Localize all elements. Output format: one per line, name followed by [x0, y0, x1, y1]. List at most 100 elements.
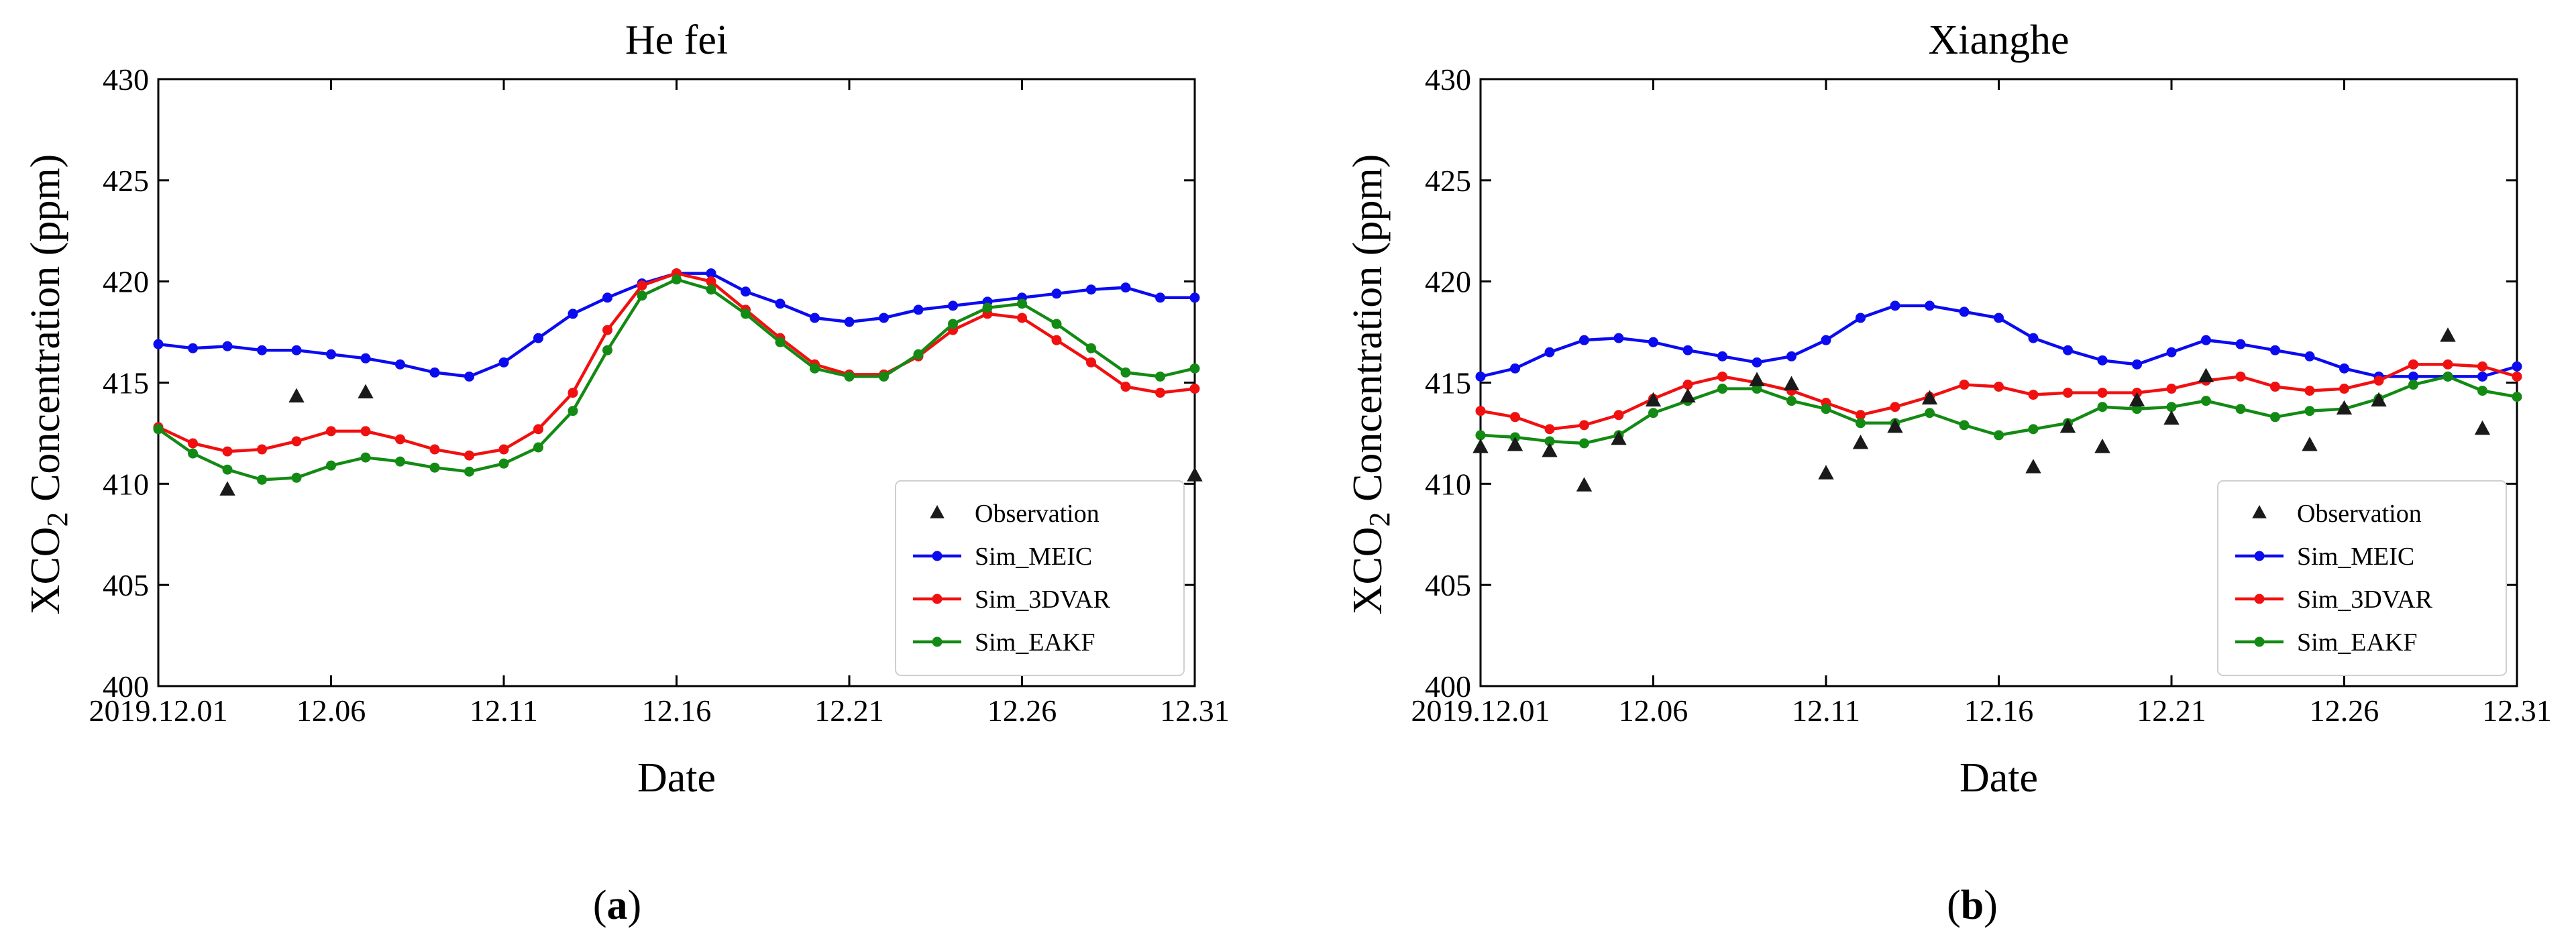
x-tick-label: 12.16 [642, 693, 712, 728]
data-point-sim-eakf [395, 456, 405, 467]
observation-marker [2163, 410, 2180, 425]
data-point-sim-3dvar [1475, 406, 1486, 416]
observation-marker [1542, 443, 1558, 457]
data-point-sim-meic [775, 298, 786, 309]
y-axis-label-prefix: XCO [1345, 526, 1391, 614]
observation-marker [1472, 439, 1489, 453]
data-point-sim-meic [1682, 345, 1693, 355]
x-tick-label: 2019.12.01 [1411, 693, 1550, 728]
observation-marker [2474, 420, 2491, 435]
data-point-sim-meic [810, 313, 820, 323]
data-point-sim-meic [1648, 337, 1658, 347]
data-point-sim-meic [2132, 359, 2142, 370]
observation-marker [219, 481, 235, 496]
panel-label-b-close: ) [1984, 883, 1998, 928]
observation-marker [2302, 437, 2318, 451]
data-point-sim-eakf [2166, 402, 2177, 412]
panel-label-b-letter: b [1961, 883, 1984, 928]
data-point-sim-3dvar [2270, 382, 2280, 392]
data-point-sim-meic [464, 371, 474, 382]
data-point-sim-eakf [1544, 436, 1555, 447]
plot-area: 400 405 410 415 420 425 430 2019.12.01 12.06 12.1… [89, 62, 1230, 728]
data-point-sim-3dvar [1613, 410, 1624, 421]
data-point-sim-eakf [706, 284, 716, 295]
data-point-sim-meic [706, 268, 716, 279]
observation-marker [1680, 388, 1696, 403]
data-point-sim-meic [948, 300, 958, 311]
data-point-sim-3dvar [464, 450, 474, 461]
data-point-sim-3dvar [2028, 390, 2039, 400]
x-tick-label: 12.26 [987, 693, 1057, 728]
series-layer [153, 268, 1203, 496]
data-point-sim-eakf [498, 458, 509, 469]
y-tick-label: 400 [1425, 669, 1471, 704]
y-tick-label: 405 [103, 568, 149, 602]
data-point-sim-meic [1051, 288, 1062, 299]
legend-marker-icon [932, 551, 943, 561]
legend-label: Sim_3DVAR [2297, 586, 2433, 614]
data-point-sim-3dvar [1510, 412, 1520, 423]
observation-marker [2059, 418, 2076, 433]
data-point-sim-eakf [2201, 396, 2211, 406]
data-point-sim-eakf [2235, 404, 2246, 414]
data-point-sim-meic [1717, 351, 1727, 361]
data-point-sim-eakf [360, 452, 371, 463]
data-point-sim-eakf [1086, 343, 1096, 353]
data-point-sim-eakf [1786, 396, 1796, 406]
data-point-sim-3dvar [498, 444, 509, 455]
data-point-sim-eakf [429, 462, 440, 473]
data-point-sim-eakf [464, 466, 474, 477]
observation-marker [1187, 467, 1203, 482]
data-point-sim-eakf [948, 319, 958, 329]
y-axis-label-subscript: 2 [41, 512, 74, 526]
observation-marker [2371, 392, 2387, 407]
series-line-sim-meic [158, 272, 1195, 378]
observation-marker [1852, 435, 1869, 449]
data-point-sim-eakf [533, 442, 543, 453]
y-tick-label: 410 [103, 467, 149, 501]
observation-marker [2198, 368, 2214, 382]
x-axis-label: Date [637, 755, 716, 801]
data-point-sim-eakf [2270, 412, 2280, 423]
data-point-sim-meic [2235, 339, 2246, 349]
data-point-sim-3dvar [1682, 380, 1693, 390]
y-tick-label: 425 [1425, 164, 1471, 198]
data-point-sim-meic [1475, 371, 1486, 382]
observation-marker [2094, 439, 2110, 453]
data-point-sim-eakf [1155, 371, 1165, 382]
data-point-sim-meic [257, 345, 267, 355]
data-point-sim-3dvar [2477, 361, 2487, 372]
legend-label: Sim_3DVAR [975, 586, 1111, 614]
y-tick-label: 400 [103, 669, 149, 704]
observation-marker [288, 388, 305, 403]
data-point-sim-3dvar [2512, 371, 2522, 382]
data-point-sim-meic [2201, 335, 2211, 345]
y-tick-label: 410 [1425, 467, 1471, 501]
data-point-sim-meic [1086, 284, 1096, 295]
data-point-sim-3dvar [2097, 388, 2108, 398]
data-point-sim-meic [844, 317, 855, 327]
y-axis-label: XCO2 Concentration (ppm) [1345, 154, 1396, 615]
legend-box [895, 480, 1185, 676]
data-point-sim-eakf [2097, 402, 2108, 412]
observation-marker [1576, 477, 1593, 492]
observation-marker [1921, 390, 1938, 405]
data-point-sim-3dvar [2339, 384, 2349, 394]
observation-marker [2025, 459, 2041, 474]
observation-marker [358, 384, 374, 399]
data-point-sim-eakf [1051, 319, 1062, 329]
data-point-sim-meic [2097, 355, 2108, 366]
x-tick-label: 12.26 [2310, 693, 2379, 728]
data-point-sim-eakf [1925, 408, 1935, 419]
data-point-sim-meic [1613, 333, 1624, 343]
data-point-sim-meic [1752, 357, 1762, 368]
data-point-sim-eakf [879, 371, 889, 382]
x-tick-label: 12.21 [814, 693, 884, 728]
legend-observation-icon [2252, 505, 2267, 518]
x-tick-label: 12.11 [1792, 693, 1860, 728]
data-point-sim-meic [2477, 371, 2487, 382]
data-point-sim-eakf [1648, 408, 1658, 419]
data-point-sim-3dvar [637, 280, 647, 291]
legend-box [2217, 480, 2507, 676]
